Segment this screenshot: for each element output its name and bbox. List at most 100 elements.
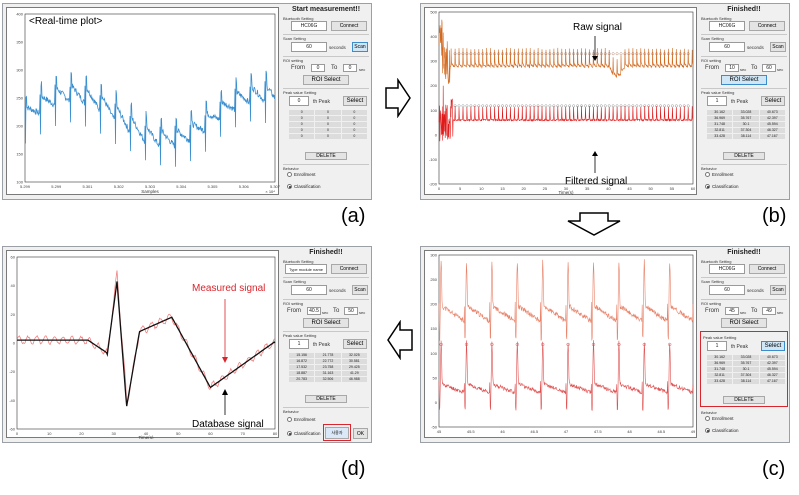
connect-button[interactable]: Connect xyxy=(331,264,367,274)
roi-select-button[interactable]: ROI Select xyxy=(303,318,349,328)
device-name-input[interactable]: HC06G xyxy=(709,264,745,274)
arrow-left-icon xyxy=(387,320,413,360)
device-name-input[interactable]: Type module name xyxy=(285,264,327,274)
x-tick-label: 25 xyxy=(543,186,548,191)
peak-select-button[interactable]: Select xyxy=(343,96,367,106)
seconds-label: seconds xyxy=(747,45,764,50)
roi-select-button[interactable]: ROI Select xyxy=(721,75,767,85)
roi-from-input[interactable]: 10 xyxy=(725,64,739,72)
peak-marker xyxy=(501,52,504,56)
classification-radio[interactable]: Classification xyxy=(287,184,321,189)
peak-marker xyxy=(556,104,560,108)
peak-marker xyxy=(611,104,615,108)
device-name-input[interactable]: HC06G xyxy=(709,21,745,31)
peak-marker xyxy=(552,52,556,56)
delete-button[interactable]: DELETE xyxy=(723,152,765,160)
roi-from-input[interactable]: 45 xyxy=(725,307,739,315)
x-tick-label: 5 xyxy=(459,186,462,191)
peak-marker xyxy=(489,52,492,56)
roi-to-input[interactable]: 0 xyxy=(343,64,357,72)
delete-button[interactable]: DELETE xyxy=(305,152,347,160)
device-name-input[interactable]: HC06G xyxy=(291,21,327,31)
peak-cell: 30.162 xyxy=(707,110,733,115)
peak-index-input[interactable]: 1 xyxy=(707,341,727,351)
seconds-label: seconds xyxy=(329,45,346,50)
peak-marker xyxy=(453,104,457,108)
x-tick-label: 0 xyxy=(438,186,441,191)
peak-cell: 0 xyxy=(315,110,341,115)
scan-seconds-input[interactable]: 60 xyxy=(709,42,745,52)
x-tick-label: 20 xyxy=(79,431,84,436)
peak-marker xyxy=(643,52,647,56)
enrollment-radio[interactable]: Enrollment xyxy=(287,417,316,422)
x-tick-label: 50 xyxy=(176,431,181,436)
peak-marker xyxy=(651,104,654,108)
roi-from-input[interactable]: 0 xyxy=(311,64,325,72)
classification-radio[interactable]: Classification xyxy=(287,431,321,436)
peak-table: 15.156 21.778 32.025 16.872 22.772 30.581 17.5… xyxy=(289,353,367,382)
peak-index-input[interactable]: 0 xyxy=(289,96,309,106)
peak-setting-label: Peak value Setting xyxy=(283,90,317,95)
peak-select-button[interactable]: Select xyxy=(761,341,785,351)
peak-marker xyxy=(501,104,504,108)
peak-cell: 22.772 xyxy=(315,359,341,364)
delete-button[interactable]: DELETE xyxy=(723,396,765,404)
peak-marker xyxy=(544,104,548,108)
roi-select-button[interactable]: ROI Select xyxy=(721,318,767,328)
th-peak-label: th Peak xyxy=(731,344,748,350)
connect-button[interactable]: Connect xyxy=(749,264,785,274)
peak-cell: 0 xyxy=(341,128,367,133)
peak-cell: 33.428 xyxy=(707,379,733,384)
ok-button[interactable]: OK xyxy=(353,428,368,439)
panel-letter-c: (c) xyxy=(762,458,786,480)
peak-marker xyxy=(509,52,512,56)
peak-marker xyxy=(516,104,520,108)
peak-marker xyxy=(674,104,678,108)
connect-button[interactable]: Connect xyxy=(749,21,785,31)
y-tick-label: 60 xyxy=(11,255,16,260)
measured-signal-label: Measured signal xyxy=(192,283,266,294)
scan-seconds-input[interactable]: 60 xyxy=(291,42,327,52)
peak-cell: 30.1 xyxy=(733,122,759,127)
peak-index-input[interactable]: 1 xyxy=(289,339,309,349)
scan-button[interactable]: Scan xyxy=(352,42,368,52)
scan-seconds-input[interactable]: 60 xyxy=(291,285,327,295)
peak-cell: 41.29 xyxy=(341,371,367,376)
peak-select-button[interactable]: Select xyxy=(761,96,785,106)
enrollment-radio[interactable]: Enrollment xyxy=(287,172,316,177)
peak-select-button[interactable]: Select xyxy=(343,339,367,349)
scan-button[interactable]: Scan xyxy=(352,285,368,295)
peak-marker xyxy=(505,52,508,56)
enrollment-radio[interactable]: Enrollment xyxy=(705,416,734,421)
peak-setting-label: Peak value Setting xyxy=(283,333,317,338)
peak-cell: 0 xyxy=(289,122,315,127)
y-tick-label: 300 xyxy=(16,68,23,73)
x-tick-label: 5.306 xyxy=(239,184,250,189)
y-tick-label: 250 xyxy=(16,96,23,101)
panel-letter-a: (a) xyxy=(341,205,366,227)
peak-marker xyxy=(461,104,465,108)
th-peak-label: th Peak xyxy=(731,99,748,105)
peak-index-input[interactable]: 1 xyxy=(707,96,727,106)
roi-select-button[interactable]: ROI Select xyxy=(303,75,349,85)
scan-seconds-input[interactable]: 60 xyxy=(709,285,745,295)
roi-to-input[interactable]: 60 xyxy=(762,64,776,72)
connect-button[interactable]: Connect xyxy=(331,21,367,31)
scan-button[interactable]: Scan xyxy=(770,42,786,52)
peak-marker xyxy=(548,104,552,108)
delete-button[interactable]: DELETE xyxy=(305,395,347,403)
peak-marker xyxy=(631,104,635,108)
x-tick-label: 45 xyxy=(437,429,442,434)
roi-to-input[interactable]: 50 xyxy=(344,307,358,315)
enrollment-radio[interactable]: Enrollment xyxy=(705,172,734,177)
classification-radio[interactable]: Classification xyxy=(705,428,739,433)
confirm-user-button[interactable]: 사용자 xyxy=(325,427,349,439)
roi-from-input[interactable]: 40.5 xyxy=(307,307,321,315)
classification-radio[interactable]: Classification xyxy=(705,184,739,189)
x-axis-label: Samples xyxy=(141,189,159,194)
roi-to-input[interactable]: 49 xyxy=(762,307,776,315)
from-label: From xyxy=(705,308,719,314)
scan-button[interactable]: Scan xyxy=(770,285,786,295)
